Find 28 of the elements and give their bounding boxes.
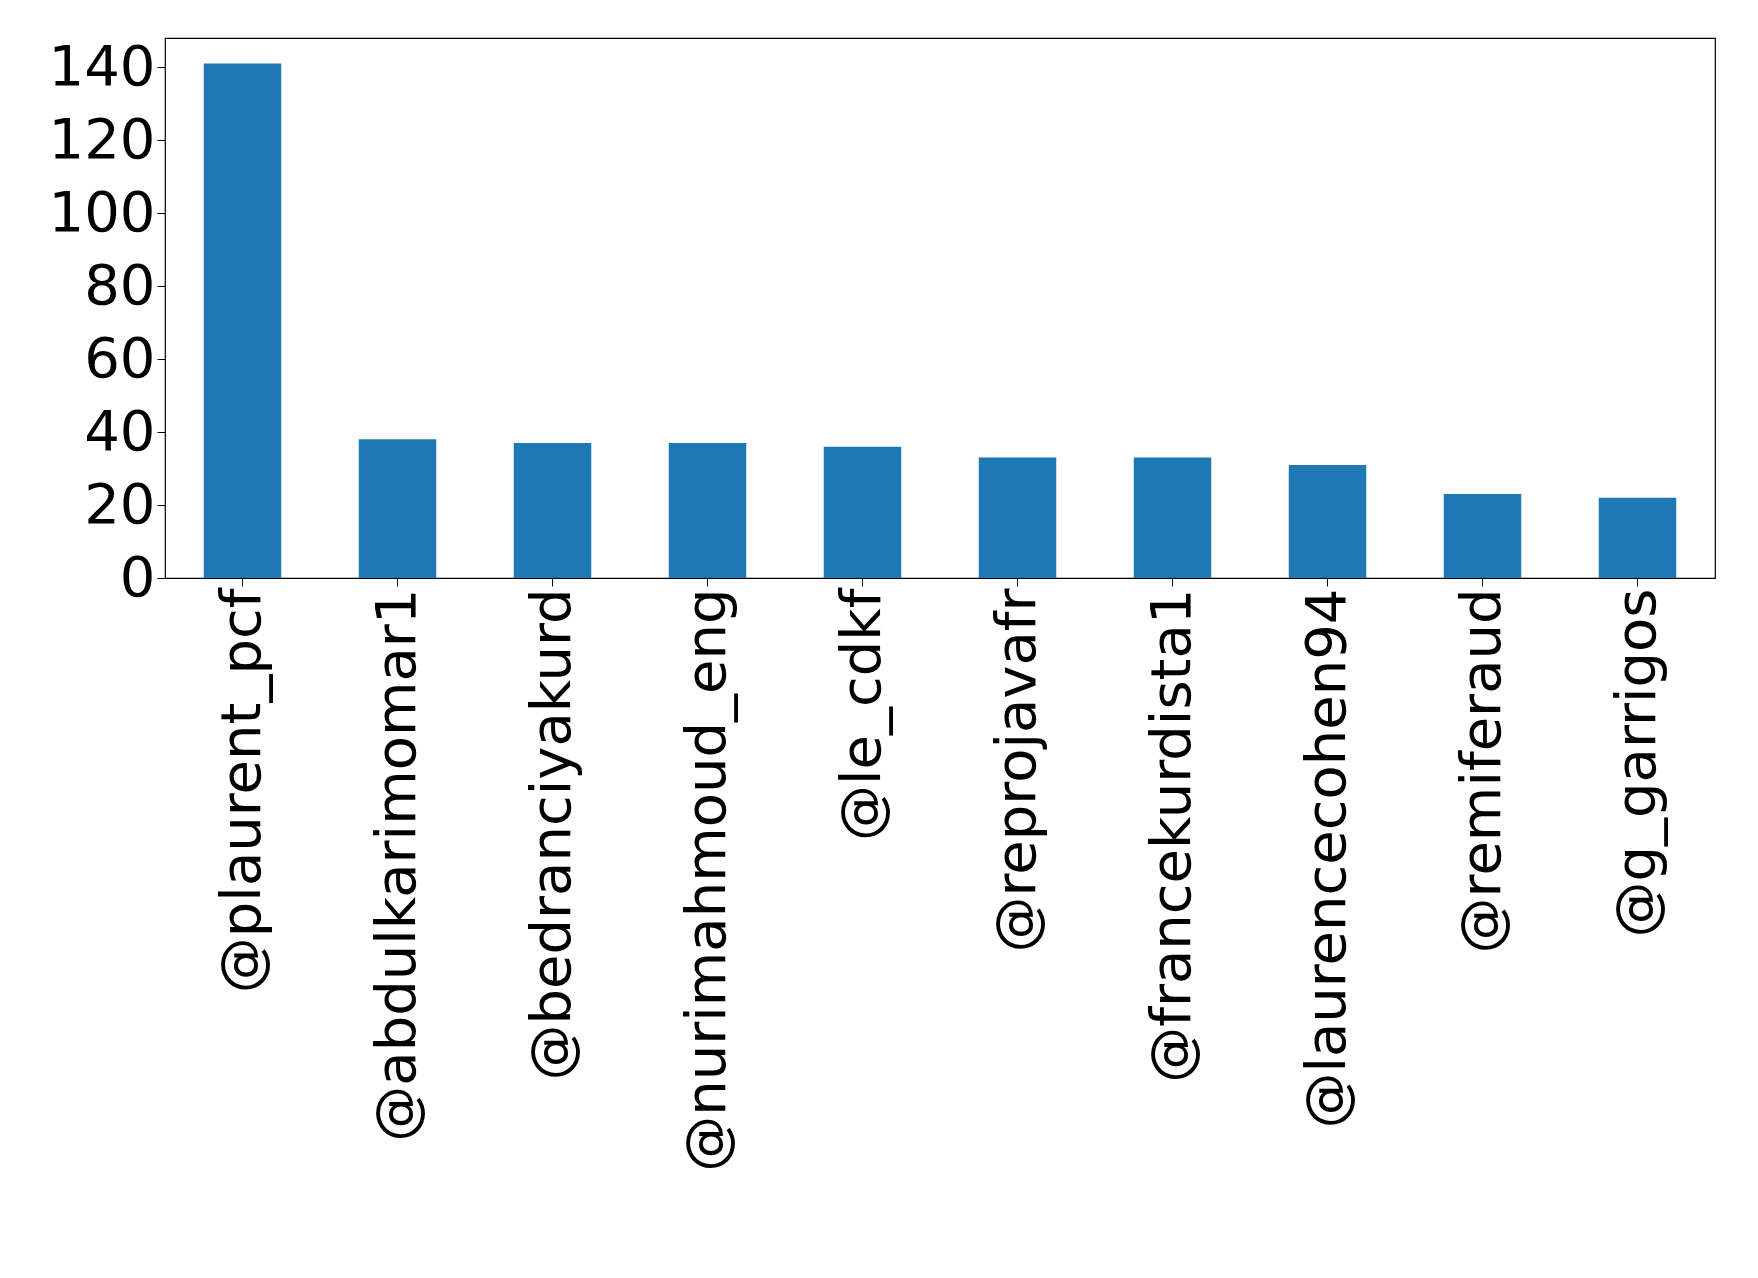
x-tick-label: @francekurdista1 <box>1137 588 1203 1083</box>
x-tick-label: @remiferaud <box>1447 588 1513 954</box>
y-tick-label: 140 <box>48 32 156 98</box>
bar <box>1133 457 1212 578</box>
bar <box>1443 494 1522 578</box>
x-tick-label: @abdulkarimomar1 <box>362 588 428 1142</box>
y-tick-label: 0 <box>119 543 156 609</box>
x-tick-label: @g_garrigos <box>1602 588 1668 938</box>
x-tick-label: @plaurent_pcf <box>207 587 273 994</box>
y-tick-label: 60 <box>84 324 156 390</box>
y-tick-label: 120 <box>48 105 156 171</box>
bar <box>668 443 747 578</box>
y-tick-label: 40 <box>84 397 156 463</box>
y-tick-label: 100 <box>48 178 156 244</box>
bar <box>978 457 1057 578</box>
bar <box>358 439 437 578</box>
bar <box>203 63 282 578</box>
x-tick-label: @le_cdkf <box>827 587 893 841</box>
x-tick-label: @reprojavafr <box>982 587 1048 953</box>
bar <box>1598 497 1677 578</box>
y-tick-label: 80 <box>84 251 156 317</box>
x-tick-label: @bedranciyakurd <box>517 588 583 1081</box>
x-tick-label: @laurencecohen94 <box>1292 588 1358 1129</box>
bar <box>823 446 902 578</box>
y-tick-label: 20 <box>84 470 156 536</box>
bar <box>513 443 592 578</box>
x-tick-label: @nurimahmoud_eng <box>672 588 738 1172</box>
bar <box>1288 464 1367 578</box>
